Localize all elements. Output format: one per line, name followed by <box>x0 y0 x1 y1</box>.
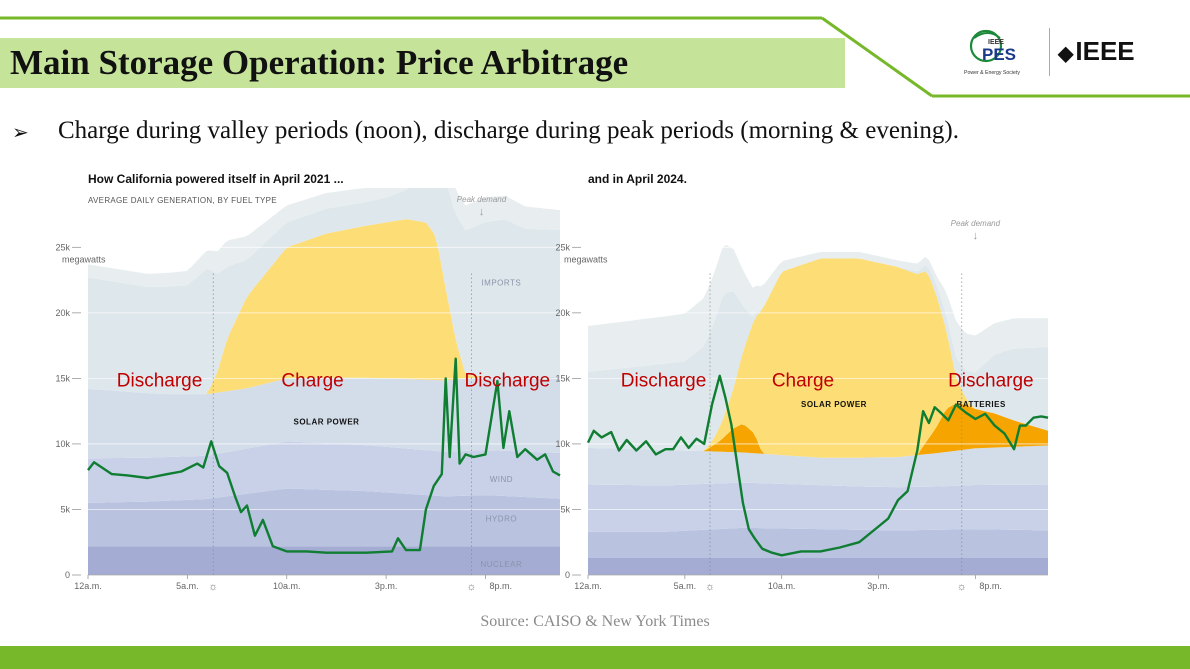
chart-2021-price-line <box>87 357 561 554</box>
ieee-logo: ◆IEEE <box>1058 36 1135 67</box>
chart-2024: 0 5k 10k 15k 20k 25k megawatts 12a.m. 5a.m. 10a.m… <box>555 219 1049 593</box>
chart-2024-series-label-batteries: BATTERIES <box>957 400 1006 409</box>
chart-2021-y-unit-label: megawatts <box>62 254 106 264</box>
chart-2024-xtick-label: 5a.m. <box>674 581 697 591</box>
chart-2021-ytick-label: 10k <box>55 439 70 449</box>
pes-logo-caption: Power & Energy Society <box>964 70 1020 76</box>
chart-2024-y-unit-label: megawatts <box>564 254 608 264</box>
chart-2021-area-hydro <box>88 488 560 547</box>
chart-2021-xtick-label: 5a.m. <box>176 581 199 591</box>
chart-2021-ytick-label: 15k <box>55 373 70 383</box>
chart-2024-peak-demand-arrow-icon: ↓ <box>973 230 979 242</box>
chart-2021-annotation-discharge-right: Discharge <box>465 370 551 391</box>
pes-logo-text: PES <box>982 45 1016 64</box>
chart-2021-annotation-discharge-left: Discharge <box>117 370 203 391</box>
chart-2024-price-line <box>586 374 1049 557</box>
pes-logo-top: IEEE <box>988 39 1004 46</box>
chart-2021-xtick-label: 3p.m. <box>375 581 398 591</box>
chart-2021-xtick-label: 10a.m. <box>273 581 301 591</box>
chart-2024-ytick-label: 5k <box>560 504 570 514</box>
bullet-text: Charge during valley periods (noon), dis… <box>58 117 959 144</box>
chart-2021-xtick-label: 8p.m. <box>489 581 512 591</box>
chart-2024-xtick-label: 8p.m. <box>979 581 1002 591</box>
chart-2021-area-solar-power <box>88 219 560 395</box>
chart-2024-xtick-label: 3p.m. <box>867 581 890 591</box>
chart-2021-sunrise-icon: ☼ <box>208 581 218 593</box>
top-rule-diagonal <box>821 16 933 98</box>
chart-2021-annotation-charge: Charge <box>281 370 343 391</box>
title-band <box>0 38 845 88</box>
ieee-diamond-icon: ◆ <box>1058 43 1074 65</box>
chart-2024-ytick-label: 15k <box>555 373 570 383</box>
chart-2024-sunrise-icon: ☼ <box>705 581 715 593</box>
chart-2024-area-solar-power <box>588 258 1048 458</box>
chart-2024-xtick-label: 12a.m. <box>574 581 602 591</box>
ieee-pes-logo: IEEE PES Power & Energy Society <box>964 29 1020 76</box>
chart-2024-area-imports <box>588 258 1048 452</box>
chart-2024-annotation-discharge-left: Discharge <box>621 370 707 391</box>
chart-2024-area-hydro <box>588 527 1048 558</box>
chart-2024-ytick-label: 25k <box>555 242 570 252</box>
chart-2021-series-label-nuclear: NUCLEAR <box>481 560 523 569</box>
bullet-arrow-icon: ➢ <box>12 120 29 144</box>
chart-2021-sunset-icon: ☼ <box>467 581 477 593</box>
chart-2024-peak-demand-label: Peak demand <box>951 219 1001 228</box>
source-citation: Source: CAISO & New York Times <box>480 613 710 630</box>
chart-2024-area-wind <box>588 445 1048 488</box>
chart-2021-ytick-label: 5k <box>60 504 70 514</box>
chart-2024-sunset-icon: ☼ <box>957 581 967 593</box>
ieee-logo-text: IEEE <box>1075 36 1135 66</box>
chart-2024-ytick-label: 10k <box>555 439 570 449</box>
pes-logo-arc <box>973 32 1001 39</box>
chart-2024-area-nuclear <box>588 557 1048 575</box>
chart-2021-title: How California powered itself in April 2… <box>88 172 344 186</box>
chart-2024-ytick-label: 20k <box>555 308 570 318</box>
chart-2021: 0 5k 10k 15k 20k 25k megawatts 12a.m. 5a.m. 10a.m… <box>55 188 561 593</box>
chart-2024-annotation-discharge-right: Discharge <box>948 370 1034 391</box>
chart-2024-annotation-charge: Charge <box>772 370 834 391</box>
chart-2021-series-label-hydro: HYDRO <box>486 514 517 523</box>
chart-2024-area-other <box>588 482 1048 532</box>
chart-2021-ytick-label: 25k <box>55 242 70 252</box>
chart-2021-peak-demand-label: Peak demand <box>457 195 507 204</box>
chart-2021-series-label-wind: WIND <box>490 475 513 484</box>
chart-2024-title: and in April 2024. <box>588 172 687 186</box>
slide-title: Main Storage Operation: Price Arbitrage <box>10 43 629 82</box>
chart-2021-ytick-label: 20k <box>55 308 70 318</box>
chart-2021-xtick-label: 12a.m. <box>74 581 102 591</box>
pes-logo-globe <box>969 29 1003 63</box>
chart-2021-ytick-label: 0 <box>65 570 70 580</box>
chart-2021-series-label-solar-power: SOLAR POWER <box>294 417 360 426</box>
chart-2021-area-imports <box>88 188 560 395</box>
chart-2021-area-top <box>88 188 560 287</box>
chart-2021-series-label-imports: IMPORTS <box>481 278 521 287</box>
logo-separator <box>1049 28 1050 76</box>
chart-2024-xtick-label: 10a.m. <box>768 581 796 591</box>
footer-band <box>0 646 1190 669</box>
chart-2024-ytick-label: 0 <box>565 570 570 580</box>
chart-2021-subtitle: AVERAGE DAILY GENERATION, BY FUEL TYPE <box>88 196 277 205</box>
chart-2024-series-label-solar-power: SOLAR POWER <box>801 400 867 409</box>
chart-2024-area-top <box>588 244 1048 373</box>
chart-2021-area-nuclear <box>88 546 560 575</box>
chart-2021-peak-demand-arrow-icon: ↓ <box>479 206 485 218</box>
chart-2021-area-wind <box>88 376 560 459</box>
